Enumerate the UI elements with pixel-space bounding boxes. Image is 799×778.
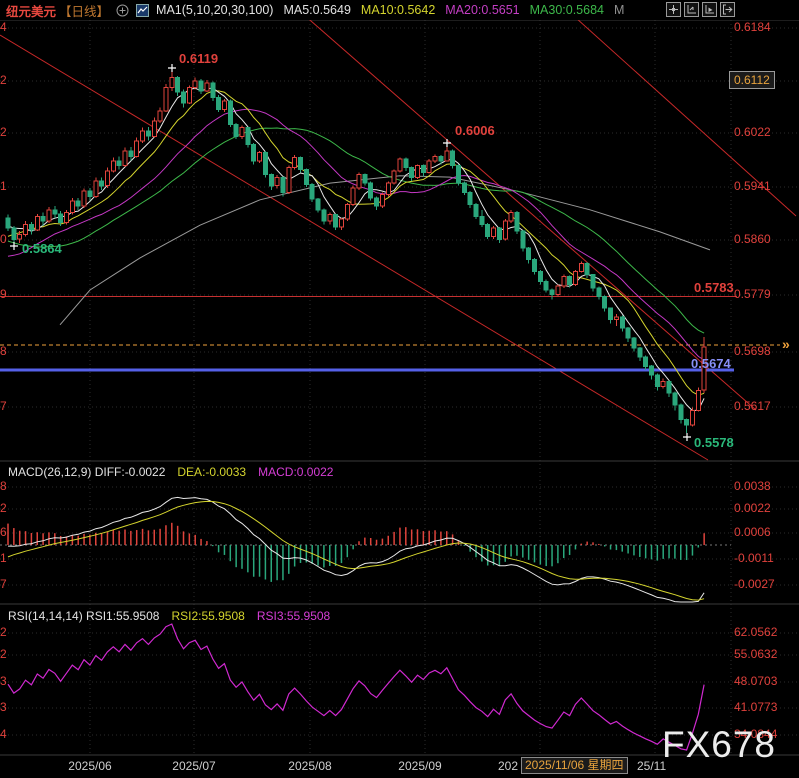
candlesticks [5, 71, 707, 434]
ma-legend-item: MA10:0.5642 [360, 3, 436, 17]
ma-legend-item: M [613, 3, 625, 17]
ma-legend-item: MA1(5,10,20,30,100) [156, 3, 274, 17]
export-chart-icon[interactable] [720, 2, 735, 17]
chart-header: 纽元美元 【日线】 MA1(5,10,20,30,100) MA5:0.5649 M… [0, 0, 799, 20]
trendlines [0, 0, 797, 461]
ma-legend-item: MA20:0.5651 [445, 3, 520, 17]
ma-lines [7, 87, 711, 412]
price-lines [0, 296, 780, 372]
period-label: 【日线】 [59, 4, 110, 19]
add-indicator-icon[interactable] [116, 4, 129, 17]
chart-type-icon[interactable] [136, 3, 150, 17]
crosshair-tool-icon[interactable] [666, 2, 681, 17]
ma-legend: MA1(5,10,20,30,100) MA5:0.5649 MA10:0.5642… [156, 3, 624, 17]
axis-play-icon[interactable] [702, 2, 717, 17]
ma-legend-item: MA30:0.5684 [529, 3, 604, 17]
axis-zoom-icon[interactable] [684, 2, 699, 17]
macd-histogram [7, 522, 705, 582]
extremum-markers [10, 64, 691, 441]
grid [0, 19, 799, 756]
rsi-line [7, 623, 705, 751]
macd-lines [7, 496, 705, 603]
symbol-name: 纽元美元 [6, 4, 57, 19]
chart-toolbar [666, 2, 735, 17]
ma-legend-item: MA5:0.5649 [283, 3, 351, 17]
